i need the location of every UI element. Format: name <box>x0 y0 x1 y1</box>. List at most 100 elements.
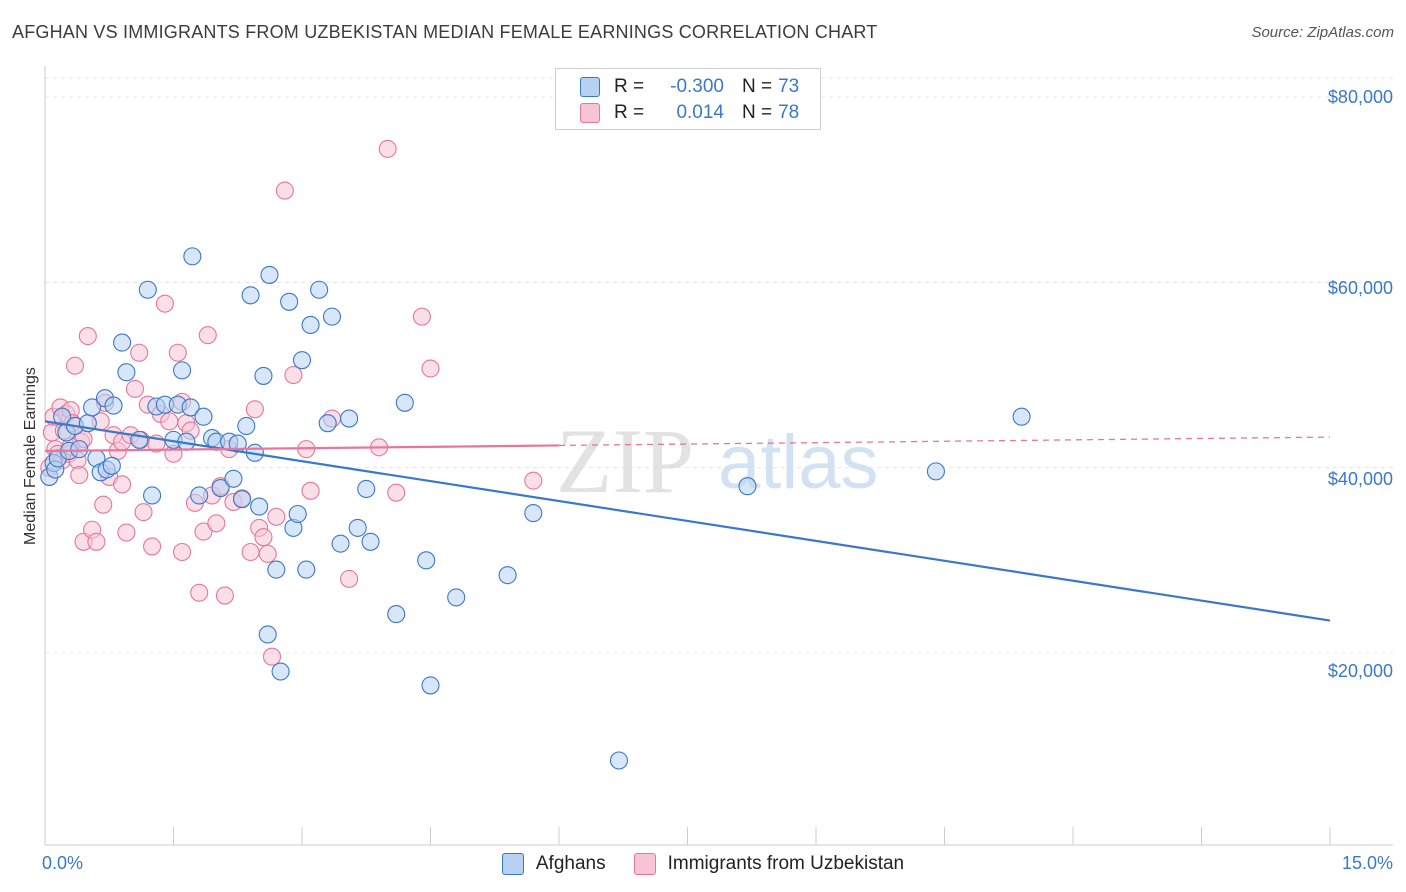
chart-title: AFGHAN VS IMMIGRANTS FROM UZBEKISTAN MED… <box>12 22 878 42</box>
data-point <box>260 265 279 284</box>
n-value: 73 <box>778 76 800 97</box>
data-point <box>421 676 440 695</box>
data-point <box>387 483 406 502</box>
n-label: N = <box>742 102 773 123</box>
axes <box>44 66 1393 846</box>
data-point <box>609 751 629 770</box>
data-point <box>524 471 543 490</box>
data-point <box>70 466 89 485</box>
data-point <box>83 398 102 417</box>
data-point <box>348 518 367 537</box>
data-point <box>280 292 299 311</box>
legend-swatch-pink <box>580 103 600 123</box>
data-point <box>254 528 273 547</box>
data-point <box>271 662 290 681</box>
r-label: R = <box>614 76 645 97</box>
data-point <box>207 514 226 533</box>
data-point <box>524 504 543 523</box>
trend-line-uzbekistan <box>44 444 560 453</box>
data-point <box>387 605 406 624</box>
data-point <box>322 307 342 326</box>
data-point <box>331 534 350 553</box>
y-tick-label-80000: $80,000 <box>1328 87 1393 107</box>
data-point <box>301 481 320 500</box>
data-point <box>113 333 132 352</box>
data-point <box>104 396 123 415</box>
y-tick-label-20000: $20,000 <box>1328 661 1393 681</box>
data-point <box>143 486 162 505</box>
series-afghans <box>40 247 1031 770</box>
data-point <box>134 503 153 522</box>
data-point <box>258 544 277 563</box>
legend-label-afghans: Afghans <box>535 853 606 874</box>
grid-lines <box>45 77 1393 654</box>
data-point <box>198 326 217 345</box>
data-point <box>254 366 273 385</box>
data-point <box>421 359 440 378</box>
correlation-legend: R = -0.300 N = 73 R = 0.014 N = 78 <box>555 68 821 130</box>
r-value: -0.300 <box>670 76 724 97</box>
data-point <box>183 247 202 266</box>
data-point <box>310 280 329 299</box>
y-axis-label: Median Female Earnings <box>22 367 39 545</box>
legend-label-uzbekistan: Immigrants from Uzbekistan <box>667 853 905 874</box>
data-point <box>284 365 303 385</box>
data-point <box>173 542 192 562</box>
data-point <box>125 379 144 398</box>
data-point <box>232 490 252 509</box>
watermark: ZIP atlas <box>556 410 879 512</box>
data-point <box>194 407 213 426</box>
data-point <box>224 469 243 488</box>
data-point <box>357 479 376 499</box>
data-point <box>78 327 97 346</box>
data-point <box>378 139 397 158</box>
data-point <box>173 361 192 380</box>
data-point <box>160 412 179 431</box>
data-point <box>258 625 277 644</box>
data-point <box>292 351 312 370</box>
data-point <box>297 560 316 579</box>
data-point <box>267 560 286 579</box>
data-point <box>211 479 230 498</box>
tick-labels: $20,000 $40,000 $60,000 $80,000 0.0% 15.… <box>22 87 1393 873</box>
data-point <box>1012 407 1031 426</box>
data-point <box>288 504 307 524</box>
data-point <box>275 181 294 200</box>
data-point <box>301 315 320 335</box>
data-point <box>190 583 209 602</box>
legend-item-afghans[interactable]: Afghans <box>501 853 606 875</box>
data-point <box>361 532 380 551</box>
r-label: R = <box>614 102 645 123</box>
trend-line-afghans <box>44 420 1331 622</box>
data-point <box>498 566 517 585</box>
data-point <box>241 542 260 562</box>
n-value: 78 <box>778 102 800 123</box>
data-point <box>250 497 269 516</box>
data-point <box>87 532 106 551</box>
watermark-zip: ZIP <box>556 410 694 512</box>
legend-swatch-blue <box>501 853 524 875</box>
data-point <box>94 495 113 514</box>
data-point <box>65 356 85 375</box>
data-point <box>340 409 359 428</box>
data-point <box>143 537 162 556</box>
data-point <box>318 414 337 433</box>
x-tick-label-min: 0.0% <box>42 853 83 873</box>
data-point <box>340 569 359 588</box>
data-point <box>190 486 209 505</box>
data-point <box>168 343 187 362</box>
y-tick-label-40000: $40,000 <box>1328 469 1393 489</box>
legend-item-uzbekistan[interactable]: Immigrants from Uzbekistan <box>633 853 905 875</box>
legend-row-uzbekistan: R = 0.014 N = 78 <box>580 100 799 126</box>
trend-line-uzbekistan-extension <box>558 436 1331 447</box>
legend-swatch-blue <box>580 77 600 97</box>
data-point <box>130 343 149 362</box>
data-point <box>215 586 234 605</box>
r-value: 0.014 <box>676 102 724 123</box>
trend-lines <box>44 420 1331 622</box>
data-point <box>262 647 282 666</box>
source-label: Source: ZipAtlas.com <box>1251 24 1394 41</box>
data-point <box>113 475 132 494</box>
data-point <box>155 294 174 313</box>
